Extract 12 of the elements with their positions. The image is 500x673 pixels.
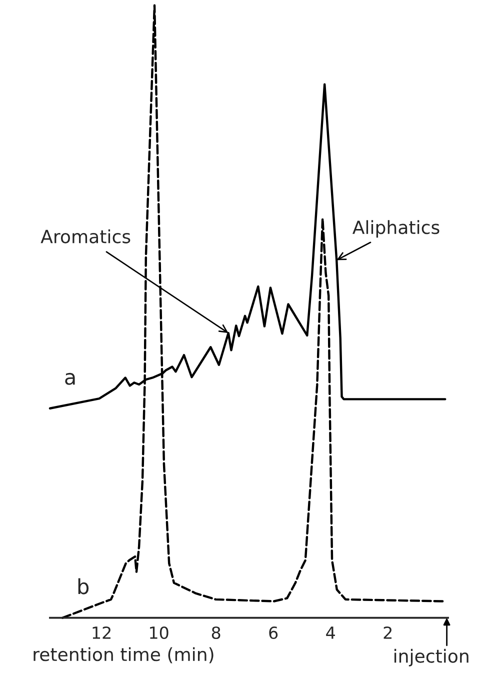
series-label: a (65, 372, 75, 385)
annotation: Aromatics (40, 229, 130, 244)
annotation: Aliphatics (352, 220, 440, 238)
x-tick-label: 2 (384, 626, 392, 639)
x-tick-label: 8 (212, 626, 220, 640)
x-tick-label: 10 (150, 626, 168, 640)
x-tick-label: 12 (92, 626, 110, 639)
x-tick-label: 4 (326, 626, 335, 639)
x-tick-label: 6 (269, 626, 278, 640)
text: injection (394, 648, 468, 666)
x-axis-title: retention time (min) (34, 647, 214, 664)
series-label: b (78, 578, 89, 594)
